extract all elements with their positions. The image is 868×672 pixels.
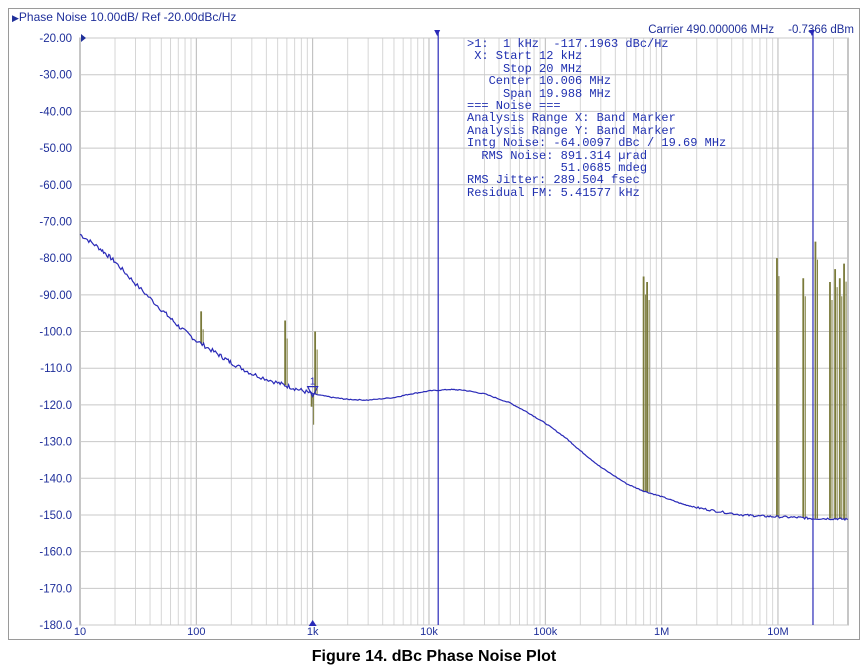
grid bbox=[79, 37, 849, 626]
carrier-frequency: Carrier 490.000006 MHz bbox=[648, 24, 775, 36]
band-marker-flag-icon[interactable] bbox=[434, 30, 441, 36]
marker-1-icon[interactable] bbox=[306, 385, 319, 398]
x-tick-label: 1M bbox=[654, 626, 669, 638]
y-tick-label: -130.0 bbox=[39, 437, 72, 449]
readout-line: RMS Noise: 891.314 µrad bbox=[467, 148, 648, 163]
y-tick-label: -30.00 bbox=[39, 70, 72, 82]
readout-line: >1: 1 kHz -117.1963 dBc/Hz bbox=[467, 37, 669, 51]
x-tick-label: 100 bbox=[187, 626, 205, 638]
readout-line: Stop 20 MHz bbox=[467, 61, 583, 76]
readout-line: Center 10.006 MHz bbox=[467, 74, 612, 89]
y-tick-label: -80.00 bbox=[39, 253, 72, 265]
y-tick-label: -60.00 bbox=[39, 180, 72, 192]
y-tick-label: -150.0 bbox=[39, 510, 72, 522]
readout-line: Analysis Range X: Band Marker bbox=[467, 111, 676, 126]
readout-line: Residual FM: 5.41577 kHz bbox=[467, 185, 640, 200]
figure-caption: Figure 14. dBc Phase Noise Plot bbox=[311, 648, 557, 665]
trace-indicator-icon: ▶ bbox=[12, 13, 19, 23]
y-tick-label: -170.0 bbox=[39, 583, 72, 595]
readout-line: X: Start 12 kHz bbox=[467, 49, 583, 64]
x-tick-label: 1k bbox=[307, 626, 319, 638]
y-tick-label: -20.00 bbox=[39, 33, 72, 45]
x-tick-label: 10M bbox=[767, 626, 788, 638]
y-tick-label: -120.0 bbox=[39, 400, 72, 412]
carrier-readout: Carrier 490.000006 MHz -0.7366 dBm bbox=[648, 24, 854, 36]
y-tick-label: -70.00 bbox=[39, 216, 72, 228]
x-tick-label: 10 bbox=[74, 626, 86, 638]
y-tick-label: -100.0 bbox=[39, 327, 72, 339]
marker-1-label: 1 bbox=[310, 377, 316, 388]
y-tick-label: -40.00 bbox=[39, 106, 72, 118]
readout-line: RMS Jitter: 289.504 fsec bbox=[467, 173, 640, 188]
header-title-text: Phase Noise 10.00dB/ Ref -20.00dBc/Hz bbox=[18, 10, 237, 24]
readout-line: === Noise === bbox=[467, 99, 561, 114]
readout-line: Analysis Range Y: Band Marker bbox=[467, 123, 676, 138]
y-tick-label: -140.0 bbox=[39, 473, 72, 485]
readout-line: 51.0685 mdeg bbox=[467, 161, 648, 176]
x-tick-label: 10k bbox=[420, 626, 438, 638]
series bbox=[79, 233, 849, 522]
x-tick-label: 100k bbox=[533, 626, 557, 638]
ref-level-pointer-icon bbox=[81, 34, 86, 42]
readout-line: Intg Noise: -64.0097 dBc / 19.69 MHz bbox=[467, 136, 727, 151]
axes: -20.00 -30.00 -40.00 -50.00 -60.00 -70.00 -80.… bbox=[39, 33, 788, 638]
spurs bbox=[200, 241, 847, 520]
band-marker-flag-icon[interactable] bbox=[808, 30, 815, 36]
y-tick-label: -50.00 bbox=[39, 143, 72, 155]
y-tick-label: -180.0 bbox=[39, 620, 72, 632]
marker-readout-panel: >1: 1 kHz -117.1963 dBc/Hz X: Start 12 k… bbox=[467, 37, 727, 200]
y-tick-label: -90.00 bbox=[39, 290, 72, 302]
y-tick-label: -110.0 bbox=[40, 363, 72, 375]
markers[interactable]: 1 bbox=[306, 30, 815, 626]
readout-line: Span 19.988 MHz bbox=[467, 86, 612, 101]
marker-axis-pointer-icon[interactable] bbox=[308, 620, 317, 626]
phase-noise-trace bbox=[79, 233, 849, 522]
chart-header-title: ▶Phase Noise 10.00dB/ Ref -20.00dBc/Hz bbox=[12, 10, 236, 24]
carrier-power: -0.7366 dBm bbox=[788, 24, 854, 36]
y-tick-label: -160.0 bbox=[39, 547, 72, 559]
